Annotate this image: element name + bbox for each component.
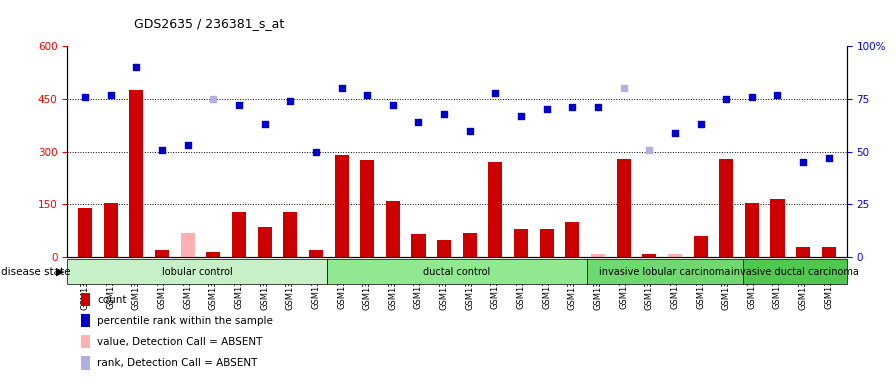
- Bar: [694, 236, 708, 257]
- Bar: [719, 159, 733, 257]
- Point: [232, 102, 246, 108]
- Point: [129, 64, 143, 70]
- Text: invasive ductal carcinoma: invasive ductal carcinoma: [731, 266, 858, 277]
- Point: [488, 89, 503, 96]
- Bar: [565, 222, 580, 257]
- Bar: [206, 252, 220, 257]
- Point: [590, 104, 605, 110]
- Text: disease state: disease state: [1, 267, 71, 277]
- Point: [283, 98, 297, 104]
- Bar: [462, 233, 477, 257]
- Bar: [309, 250, 323, 257]
- Bar: [232, 212, 246, 257]
- Point: [334, 85, 349, 91]
- Point: [642, 146, 657, 152]
- Point: [694, 121, 708, 127]
- Bar: [668, 254, 682, 257]
- Bar: [360, 161, 375, 257]
- Bar: [771, 199, 785, 257]
- Point: [539, 106, 554, 113]
- Text: GDS2635 / 236381_s_at: GDS2635 / 236381_s_at: [134, 17, 285, 30]
- Bar: [745, 203, 759, 257]
- Bar: [437, 240, 452, 257]
- Point: [668, 129, 682, 136]
- Bar: [591, 254, 605, 257]
- Text: lobular control: lobular control: [162, 266, 232, 277]
- Text: ductal control: ductal control: [423, 266, 491, 277]
- Point: [565, 104, 580, 110]
- Text: count: count: [98, 295, 127, 305]
- Point: [257, 121, 271, 127]
- Bar: [642, 254, 657, 257]
- Point: [745, 94, 759, 100]
- Bar: [155, 250, 169, 257]
- Point: [385, 102, 400, 108]
- Bar: [514, 229, 528, 257]
- Point: [822, 155, 836, 161]
- Point: [771, 91, 785, 98]
- Bar: [796, 247, 810, 257]
- Bar: [822, 247, 836, 257]
- Point: [462, 127, 477, 134]
- Text: ▶: ▶: [56, 267, 64, 277]
- Point: [104, 91, 118, 98]
- Point: [616, 85, 631, 91]
- Point: [514, 113, 529, 119]
- Point: [181, 142, 195, 148]
- Point: [437, 111, 452, 117]
- Bar: [334, 155, 349, 257]
- Bar: [181, 233, 194, 257]
- Point: [206, 96, 220, 102]
- Point: [411, 119, 426, 125]
- Text: percentile rank within the sample: percentile rank within the sample: [98, 316, 273, 326]
- Bar: [327, 259, 587, 284]
- Bar: [488, 162, 503, 257]
- Text: value, Detection Call = ABSENT: value, Detection Call = ABSENT: [98, 337, 263, 347]
- Bar: [743, 259, 847, 284]
- Bar: [616, 159, 631, 257]
- Bar: [386, 201, 400, 257]
- Point: [719, 96, 733, 102]
- Point: [155, 146, 169, 152]
- Point: [78, 94, 92, 100]
- Bar: [411, 234, 426, 257]
- Point: [360, 91, 375, 98]
- Bar: [539, 229, 554, 257]
- Bar: [587, 259, 743, 284]
- Bar: [67, 259, 327, 284]
- Point: [309, 149, 323, 155]
- Text: rank, Detection Call = ABSENT: rank, Detection Call = ABSENT: [98, 358, 258, 368]
- Text: invasive lobular carcinoma: invasive lobular carcinoma: [599, 266, 730, 277]
- Bar: [283, 212, 297, 257]
- Bar: [78, 208, 92, 257]
- Point: [796, 159, 810, 165]
- Bar: [104, 203, 118, 257]
- Bar: [129, 90, 143, 257]
- Bar: [257, 227, 271, 257]
